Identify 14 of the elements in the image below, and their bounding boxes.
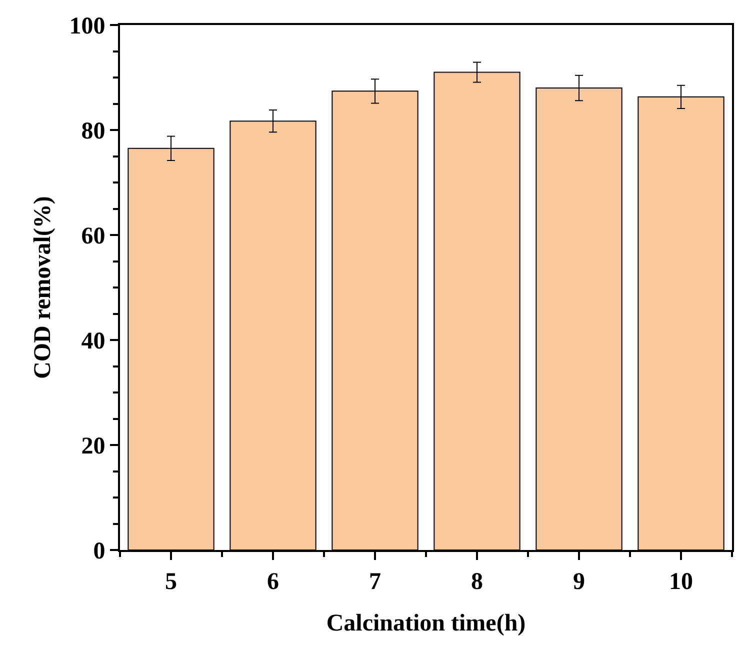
y-axis-title: COD removal(%) — [30, 196, 56, 379]
x-tick-label: 10 — [669, 568, 693, 595]
x-tick-label: 5 — [165, 568, 177, 595]
y-tick-label: 20 — [81, 433, 106, 460]
x-tick-label: 7 — [369, 568, 381, 595]
x-tick-label: 6 — [267, 568, 279, 595]
y-tick-label: 40 — [81, 328, 106, 354]
y-tick-label: 80 — [81, 118, 106, 144]
x-tick-label: 9 — [573, 568, 585, 595]
y-tick-label: 0 — [93, 538, 106, 564]
x-tick-label: 8 — [471, 568, 483, 595]
y-tick-label: 60 — [81, 223, 106, 250]
x-axis-title: Calcination time(h) — [326, 610, 526, 637]
y-tick-label: 100 — [69, 13, 106, 40]
